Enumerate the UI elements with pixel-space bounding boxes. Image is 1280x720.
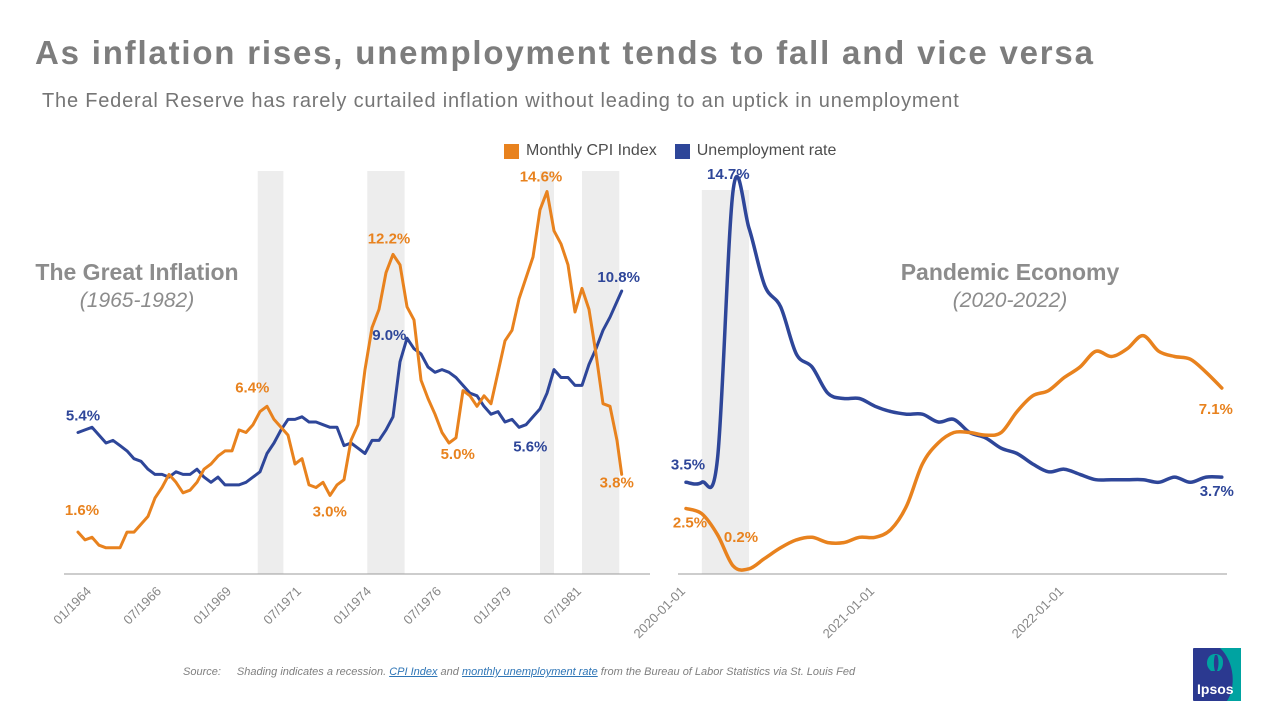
source-text-before: Shading indicates a recession. xyxy=(236,666,390,678)
annotation-label: 5.4% xyxy=(66,408,100,425)
legend: Monthly CPI Index Unemployment rate xyxy=(504,142,836,160)
x-tick-label: 2020-01-01 xyxy=(630,584,688,642)
x-tick-label: 07/1981 xyxy=(540,584,584,628)
cpi-index-link[interactable]: CPI Index xyxy=(389,666,438,678)
annotation-label: 3.7% xyxy=(1200,483,1234,500)
recession-band xyxy=(582,171,620,574)
legend-label-unemployment: Unemployment rate xyxy=(696,142,837,159)
x-tick-label: 2022-01-01 xyxy=(1009,584,1067,642)
recession-band xyxy=(257,171,284,574)
left-chart-title: The Great Inflation (1965-1982) xyxy=(22,259,252,313)
annotation-label: 14.7% xyxy=(707,166,750,183)
ipsos-logo-text: Ipsos xyxy=(1197,681,1234,697)
recession-band xyxy=(701,190,750,574)
unemployment-swatch-icon xyxy=(674,143,690,159)
ipsos-logo-teal-shape xyxy=(1220,648,1241,701)
cpi-line xyxy=(76,190,624,550)
unemployment-line xyxy=(684,175,1224,490)
unemployment-rate-link[interactable]: monthly unemployment rate xyxy=(461,666,598,678)
annotation-label: 5.0% xyxy=(441,446,475,463)
recession-band xyxy=(540,171,554,574)
annotation-label: 5.6% xyxy=(513,438,547,455)
annotation-label: 2.5% xyxy=(673,515,707,532)
right-chart-title-sub: (2020-2022) xyxy=(952,289,1068,312)
annotation-label: 1.6% xyxy=(65,502,99,519)
ipsos-logo-navy-square xyxy=(1193,648,1241,701)
source-note: Source: Shading indicates a recession. CP… xyxy=(183,666,855,678)
x-tick-label: 01/1979 xyxy=(470,584,514,628)
annotation-label: 3.0% xyxy=(313,503,347,520)
legend-item-cpi: Monthly CPI Index xyxy=(504,142,657,160)
annotation-label: 6.4% xyxy=(235,379,269,396)
x-tick-label: 01/1969 xyxy=(190,584,234,628)
annotation-label: 10.8% xyxy=(597,269,640,286)
x-tick-label: 2021-01-01 xyxy=(820,584,878,642)
x-tick-label: 01/1974 xyxy=(330,584,374,628)
annotation-label: 14.6% xyxy=(520,169,563,186)
annotation-label: 7.1% xyxy=(1199,401,1233,418)
page-title: As inflation rises, unemployment tends t… xyxy=(35,34,1095,71)
annotation-label: 0.2% xyxy=(724,529,758,546)
x-tick-label: 07/1971 xyxy=(260,584,304,628)
source-prefix: Source: xyxy=(183,666,221,678)
legend-label-cpi: Monthly CPI Index xyxy=(526,142,657,159)
chart-right: 2020-01-01 2021-01-01 2022-01-01 14.7% 3.5% 2… xyxy=(630,166,1233,641)
x-tick-label: 07/1966 xyxy=(120,584,164,628)
annotation-label: 3.8% xyxy=(600,474,634,491)
left-chart-title-main: The Great Inflation xyxy=(35,259,239,285)
legend-item-unemployment: Unemployment rate xyxy=(674,142,837,160)
annotation-label: 9.0% xyxy=(372,327,406,344)
right-chart-title: Pandemic Economy (2020-2022) xyxy=(890,259,1130,313)
annotation-label: 12.2% xyxy=(368,230,411,247)
x-tick-label: 01/1964 xyxy=(50,584,94,628)
cpi-line xyxy=(684,333,1224,572)
source-text-after: from the Bureau of Labor Statistics via … xyxy=(597,666,856,678)
annotation-label: 3.5% xyxy=(671,456,705,473)
cpi-swatch-icon xyxy=(504,143,519,159)
chart-left: 01/1964 07/1966 01/1969 07/1971 01/1974 07/19… xyxy=(50,169,650,628)
source-text-between: and xyxy=(437,666,462,678)
x-tick-label: 07/1976 xyxy=(400,584,444,628)
ipsos-logo-face-profile-icon xyxy=(1213,655,1219,671)
ipsos-logo: Ipsos xyxy=(1193,648,1241,701)
left-chart-title-sub: (1965-1982) xyxy=(79,289,195,312)
page-subtitle: The Federal Reserve has rarely curtailed… xyxy=(42,90,960,112)
right-chart-title-main: Pandemic Economy xyxy=(900,259,1120,285)
